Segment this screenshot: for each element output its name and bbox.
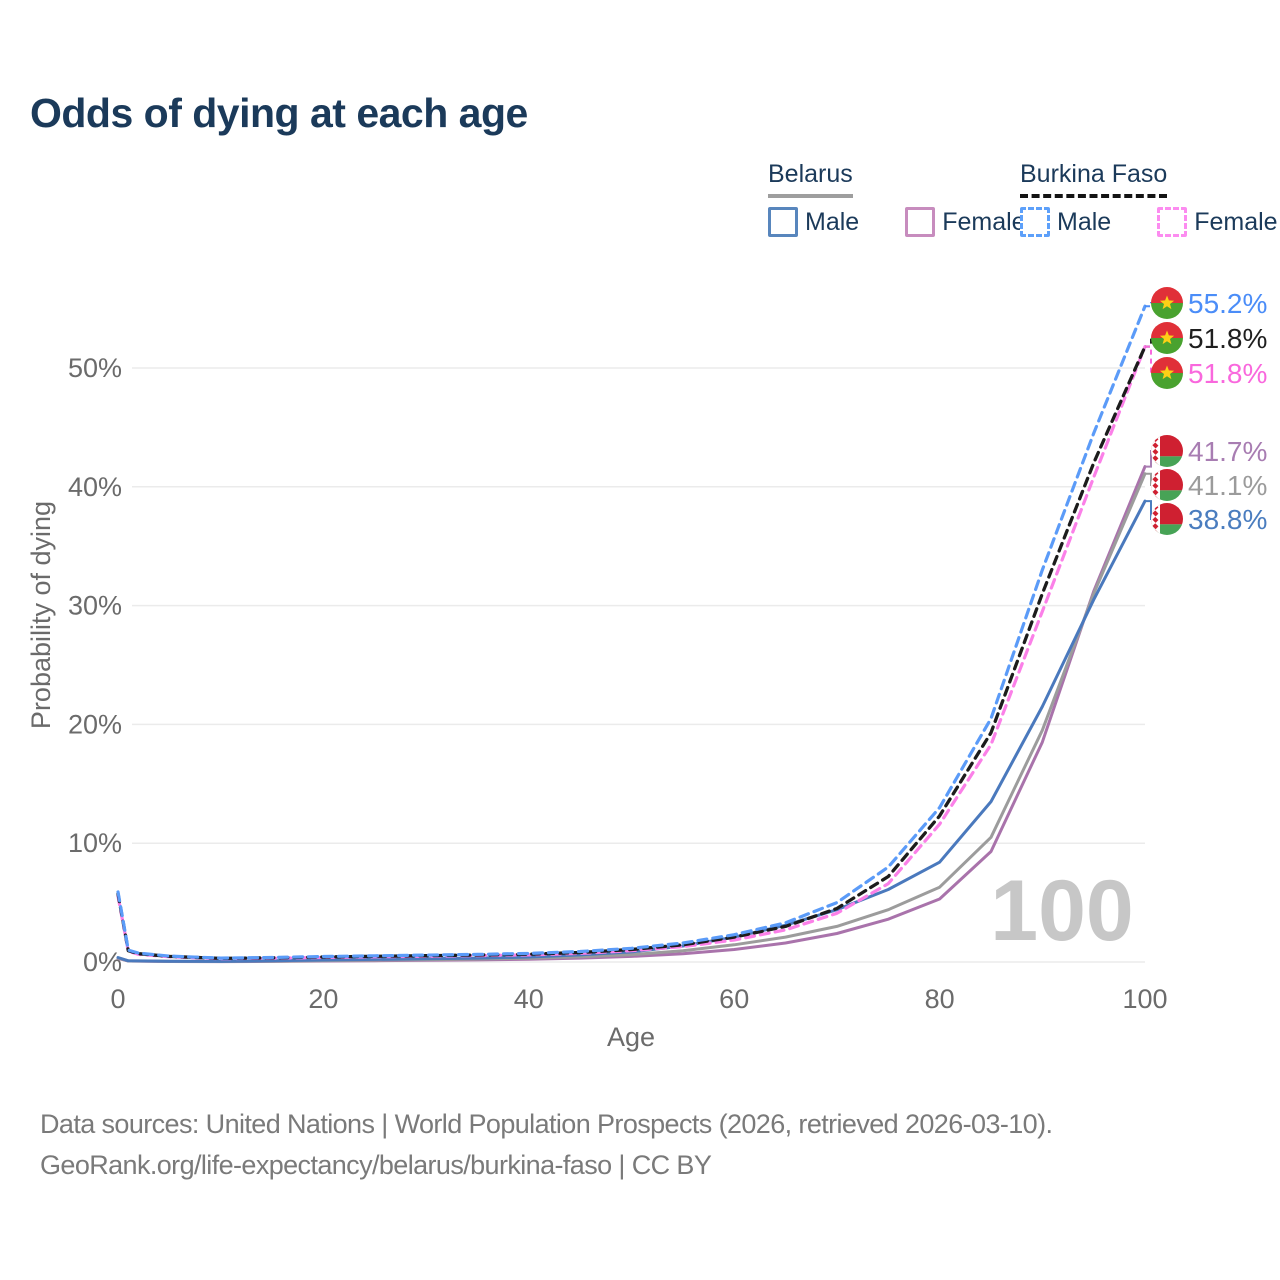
x-tick-label: 0 — [110, 984, 125, 1014]
page-title: Odds of dying at each age — [30, 90, 528, 136]
legend: Belarus Male Female Burkina Faso Male — [0, 160, 1280, 250]
legend-item-burkina-faso-male[interactable]: Male — [1020, 207, 1111, 237]
x-tick-label: 60 — [719, 984, 749, 1014]
belarus-female-checkbox[interactable] — [905, 207, 936, 237]
burkina-faso-flag-icon — [1151, 287, 1183, 319]
end-value-label: 41.1% — [1188, 470, 1267, 501]
y-tick-label: 50% — [68, 353, 122, 383]
footer: Data sources: United Nations | World Pop… — [40, 1104, 1053, 1186]
data-sources-line: Data sources: United Nations | World Pop… — [40, 1109, 1053, 1139]
burkina-faso-male-checkbox[interactable] — [1020, 207, 1050, 237]
legend-item-belarus-male[interactable]: Male — [768, 207, 859, 237]
legend-label[interactable]: Female — [942, 207, 1026, 236]
belarus-flag-icon — [1151, 503, 1183, 535]
series-line-bf-male[interactable] — [116, 304, 1147, 960]
x-tick-label: 20 — [308, 984, 338, 1014]
leader-line — [1145, 345, 1157, 374]
y-tick-label: 10% — [68, 828, 122, 858]
x-tick-label: 100 — [1122, 984, 1167, 1014]
end-value-label: 51.8% — [1188, 358, 1267, 389]
y-tick-label: 30% — [68, 591, 122, 621]
legend-label[interactable]: Female — [1194, 207, 1278, 236]
burkina-faso-flag-icon — [1151, 357, 1183, 389]
x-tick-label: 80 — [925, 984, 955, 1014]
end-value-label: 51.8% — [1188, 323, 1267, 354]
y-tick-label: 20% — [68, 709, 122, 739]
legend-label[interactable]: Male — [805, 207, 860, 236]
end-value-label: 38.8% — [1188, 504, 1267, 535]
x-tick-label: 40 — [514, 984, 544, 1014]
burkina-faso-female-checkbox[interactable] — [1157, 207, 1188, 237]
legend-item-belarus-female[interactable]: Female — [905, 207, 1026, 237]
line-chart[interactable]: 0% 10% 20% 30% 40% 50% 0 20 40 60 80 100 Age Probabil… — [0, 260, 1280, 1080]
legend-label[interactable]: Male — [1057, 207, 1112, 236]
attribution-line: GeoRank.org/life-expectancy/belarus/burk… — [40, 1150, 712, 1180]
legend-group-burkina-faso: Burkina Faso Male Female — [1020, 160, 1278, 237]
legend-header-belarus[interactable]: Belarus — [768, 160, 853, 198]
belarus-flag-icon — [1151, 435, 1183, 467]
legend-item-burkina-faso-female[interactable]: Female — [1157, 207, 1278, 237]
legend-items-belarus: Male Female — [768, 207, 1026, 237]
end-value-label: 41.7% — [1188, 436, 1267, 467]
legend-header-burkina-faso[interactable]: Burkina Faso — [1020, 160, 1168, 198]
end-value-label: 55.2% — [1188, 288, 1267, 319]
y-tick-label: 40% — [68, 472, 122, 502]
y-axis-title: Probability of dying — [26, 501, 56, 729]
legend-group-belarus: Belarus Male Female — [768, 160, 1026, 237]
belarus-flag-icon — [1151, 469, 1183, 501]
y-tick-label: 0% — [83, 947, 122, 977]
burkina-faso-flag-icon — [1151, 322, 1183, 354]
legend-items-burkina-faso: Male Female — [1020, 207, 1278, 237]
hover-age-watermark: 100 — [990, 863, 1134, 959]
belarus-male-checkbox[interactable] — [768, 207, 798, 237]
x-axis-title: Age — [607, 1022, 655, 1052]
